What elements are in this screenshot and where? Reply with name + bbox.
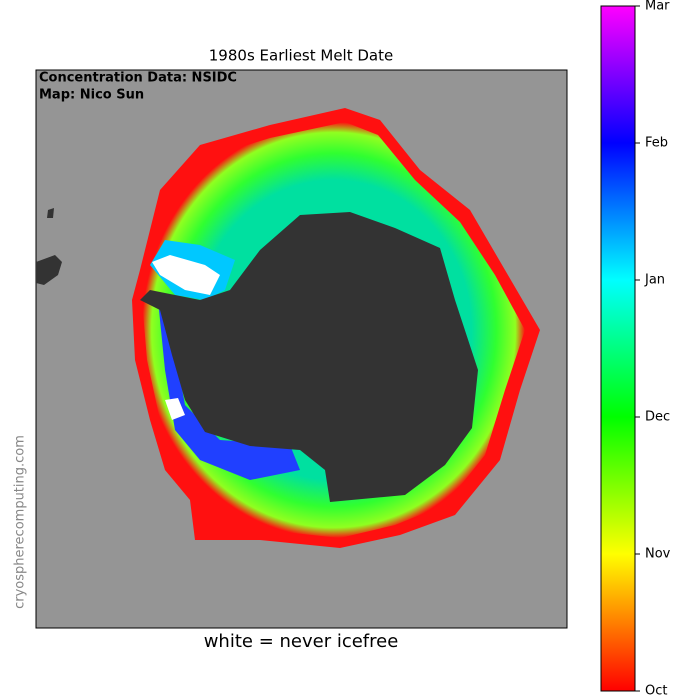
colorbar-tick-label: Feb <box>645 136 668 151</box>
colorbar-tick-label: Jan <box>644 273 665 288</box>
colorbar-tick-label: Nov <box>645 547 671 562</box>
caption: white = never icefree <box>204 631 399 652</box>
never-icefree <box>165 398 185 420</box>
colorbar-tick-label: Dec <box>645 410 670 425</box>
watermark: cryospherecomputing.com <box>13 435 28 609</box>
land <box>36 255 62 285</box>
map: Concentration Data: NSIDC Map: Nico Sun <box>35 69 568 629</box>
land <box>47 208 54 218</box>
credit: Concentration Data: NSIDC <box>39 71 237 86</box>
antarctica <box>140 212 478 502</box>
colorbar-tick-label: Mar <box>645 0 670 14</box>
colorbar-tick-label: Oct <box>645 684 667 699</box>
colorbar <box>600 5 636 692</box>
sea-ice-late <box>158 300 300 480</box>
credit: Map: Nico Sun <box>39 88 144 103</box>
colorbar-ticks: Oct Nov Dec Jan Feb Mar <box>635 0 671 699</box>
map-title: 1980s Earliest Melt Date <box>209 47 393 65</box>
never-icefree <box>152 255 220 295</box>
